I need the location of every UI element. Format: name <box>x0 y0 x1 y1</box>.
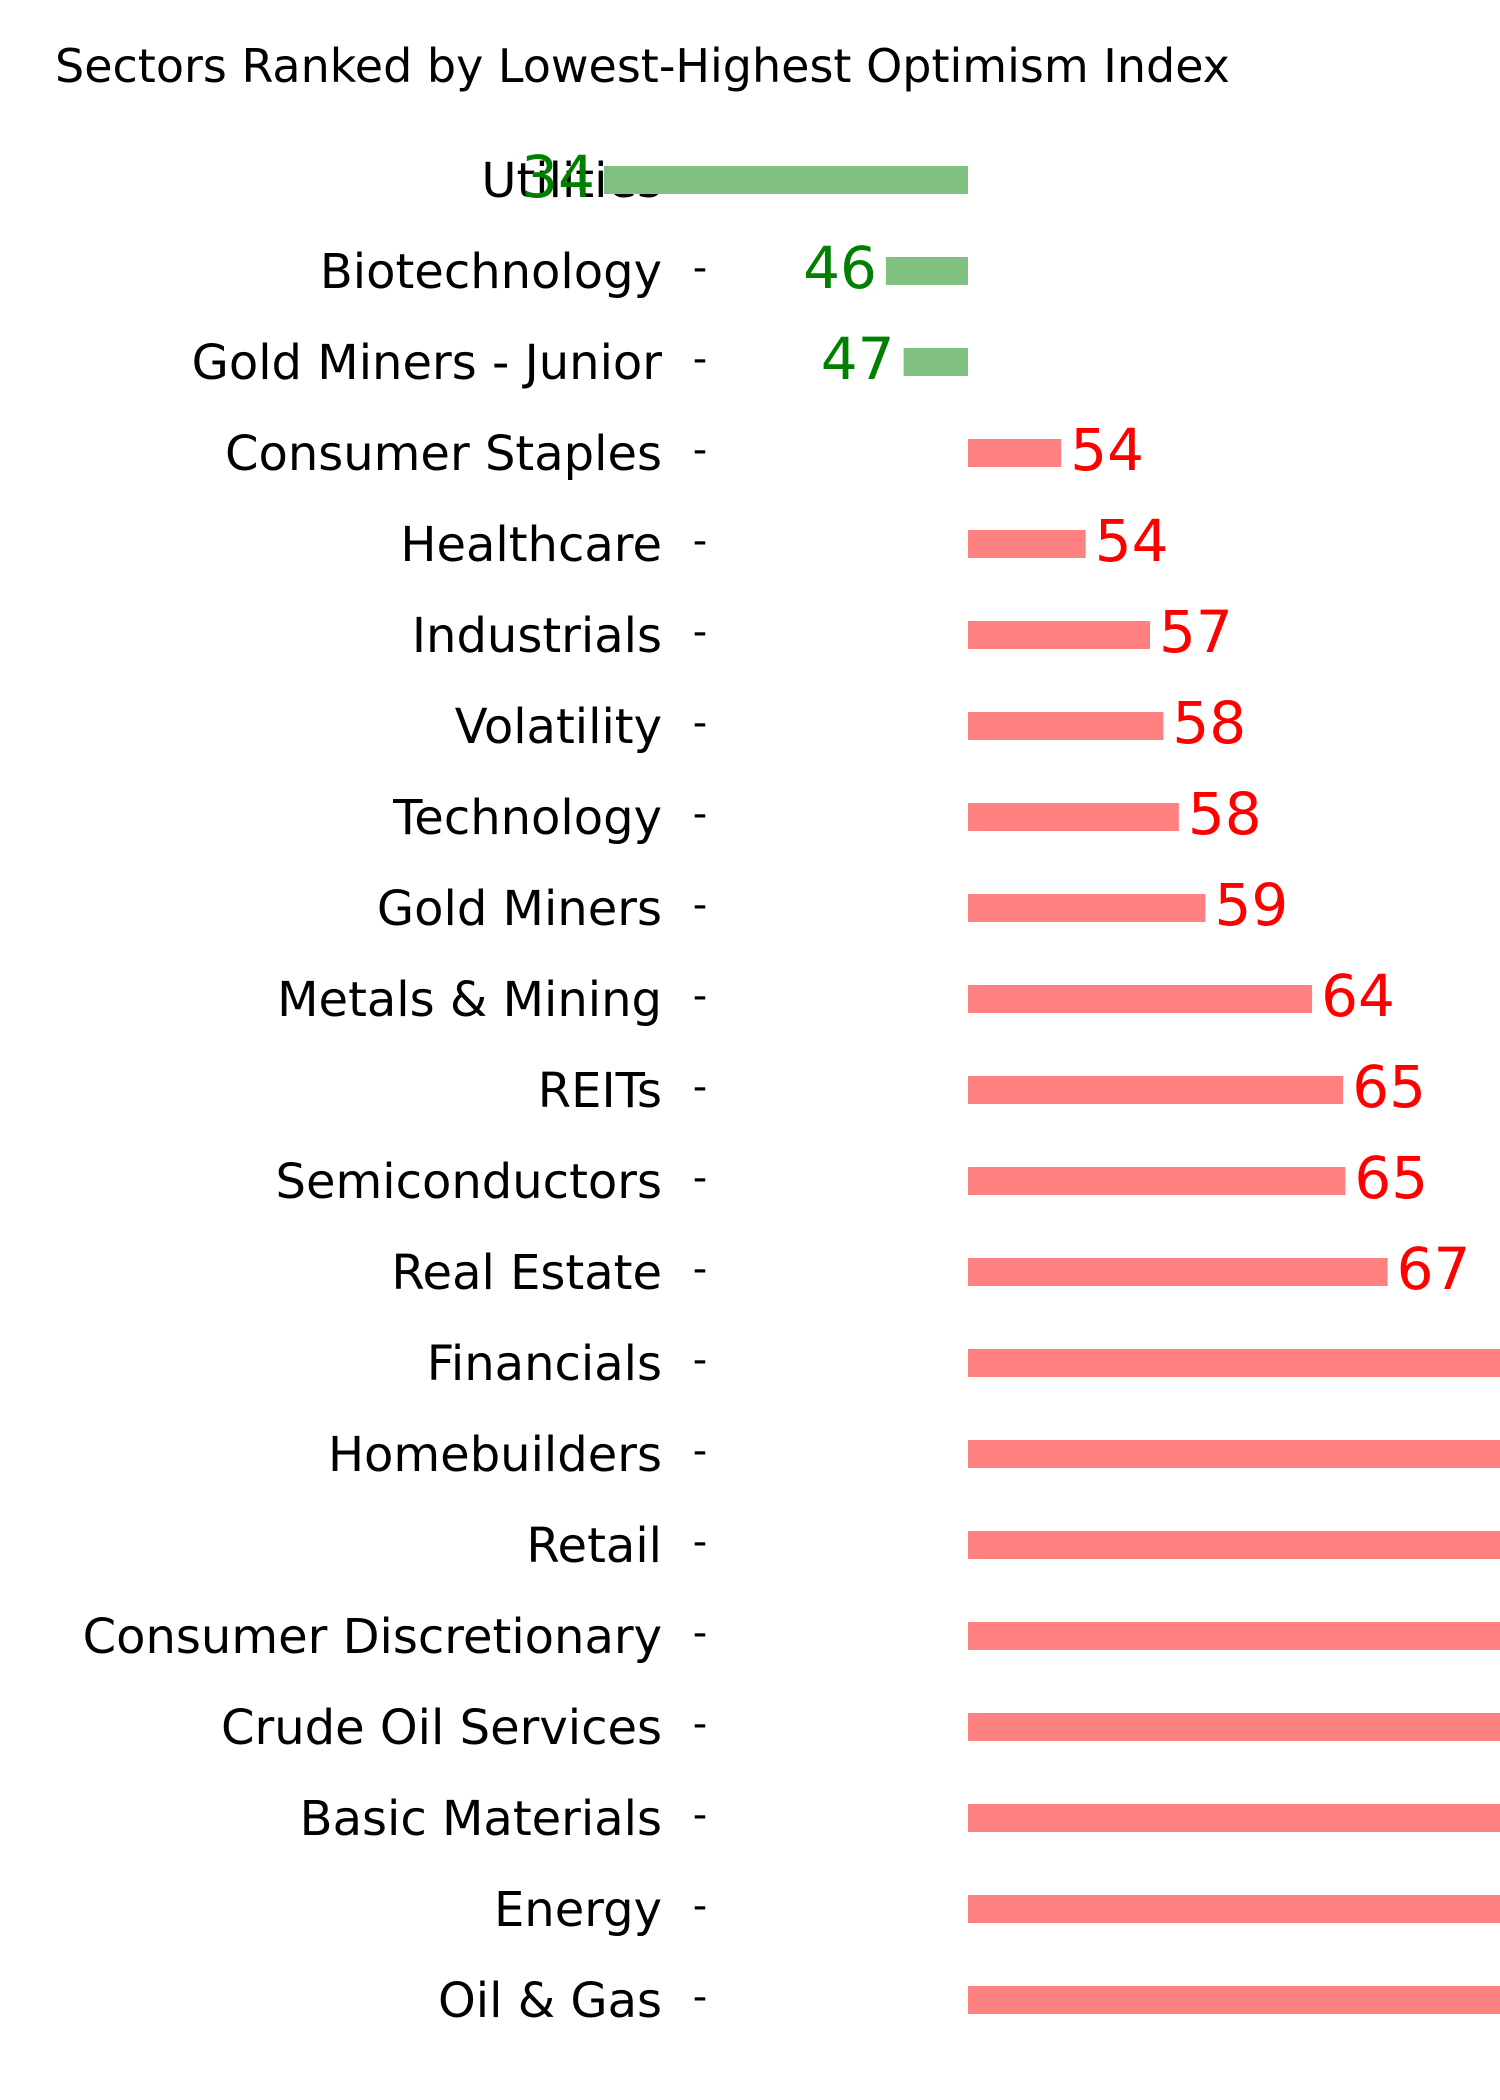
bar-row-oil-and-gas: Oil & Gas-96 <box>438 1973 1500 2029</box>
tick-mark: - <box>693 791 707 837</box>
tick-mark: - <box>693 1610 707 1656</box>
bar <box>968 1349 1500 1377</box>
tick-mark: - <box>693 1155 707 1201</box>
bar <box>968 803 1179 831</box>
tick-mark: - <box>693 1064 707 1110</box>
bar-row-biotechnology: Biotechnology - 46 <box>320 234 968 302</box>
value-label: 57 <box>1159 598 1233 666</box>
tick-mark: - <box>693 1701 707 1747</box>
value-label: 54 <box>1070 416 1144 484</box>
bar-row-utilities: Utilities-34 <box>481 143 968 211</box>
category-label: Basic Materials <box>300 1791 662 1847</box>
bar <box>968 1895 1500 1923</box>
bar <box>968 530 1086 558</box>
tick-mark: - <box>693 427 707 473</box>
value-label: 64 <box>1321 962 1395 1030</box>
value-label: 58 <box>1188 780 1262 848</box>
tick-mark: - <box>693 1974 707 2020</box>
category-label: Biotechnology <box>320 244 662 300</box>
value-label: 58 <box>1172 689 1246 757</box>
category-label: Real Estate <box>391 1245 662 1301</box>
category-label: Volatility <box>455 699 662 755</box>
tick-mark: - <box>693 973 707 1019</box>
tick-mark: - <box>693 245 707 291</box>
value-label: 65 <box>1354 1144 1428 1212</box>
tick-mark: - <box>693 1519 707 1565</box>
bar <box>968 1076 1344 1104</box>
bar <box>968 1622 1500 1650</box>
value-label: 67 <box>1397 1235 1471 1303</box>
tick-mark: - <box>693 700 707 746</box>
bar <box>968 1804 1500 1832</box>
value-label: 46 <box>803 234 877 302</box>
bar-row-consumer-staples: Consumer Staples - 54 <box>225 416 1144 484</box>
category-label: Retail <box>526 1518 662 1574</box>
tick-mark: - <box>693 1792 707 1838</box>
bar-row-basic-materials: Basic Materials-88 <box>300 1791 1500 1847</box>
bar-row-crude-oil-services: Crude Oil Services-84 <box>221 1700 1500 1756</box>
bar <box>968 712 1164 740</box>
tick-mark: - <box>693 518 707 564</box>
bar-row-semiconductors: Semiconductors - 65 <box>276 1144 1429 1212</box>
chart-title: Sectors Ranked by Lowest-Highest Optimis… <box>55 39 1230 93</box>
category-label: Industrials <box>412 608 662 664</box>
bar-row-industrials: Industrials - 57 <box>412 598 1233 666</box>
category-label: Gold Miners <box>377 881 662 937</box>
category-label: Energy <box>494 1882 662 1938</box>
category-label: Metals & Mining <box>277 972 662 1028</box>
tick-mark: - <box>693 336 707 382</box>
bar-row-healthcare: Healthcare - 54 <box>400 507 1168 575</box>
bar <box>968 1167 1346 1195</box>
tick-mark: - <box>693 1883 707 1929</box>
category-label: Oil & Gas <box>438 1973 662 2029</box>
tick-mark: - <box>693 1337 707 1383</box>
category-label: Homebuilders <box>328 1427 662 1483</box>
bar-row-homebuilders: Homebuilders-79 <box>328 1427 1500 1483</box>
tick-mark: - <box>693 609 707 655</box>
bar <box>968 621 1150 649</box>
bar <box>968 1986 1500 2014</box>
category-label: Consumer Discretionary <box>83 1609 662 1665</box>
value-label: 59 <box>1215 871 1289 939</box>
bar <box>968 1258 1388 1286</box>
category-label: Financials <box>427 1336 662 1392</box>
bar-row-technology: Technology - 58 <box>392 780 1262 848</box>
category-label: REITs <box>538 1063 662 1119</box>
tick-mark: - <box>693 882 707 928</box>
bar <box>968 1531 1500 1559</box>
tick-mark: - <box>693 1246 707 1292</box>
bar-row-gold-miners-junior: Gold Miners - Junior - 47 <box>192 325 968 393</box>
value-label: 34 <box>521 143 595 211</box>
bar <box>968 439 1062 467</box>
value-label: 47 <box>821 325 895 393</box>
category-label: Crude Oil Services <box>221 1700 662 1756</box>
bar-row-real-estate: Real Estate - 67 <box>391 1235 1470 1303</box>
category-label: Technology <box>392 790 662 846</box>
value-label: 54 <box>1095 507 1169 575</box>
bar <box>968 894 1206 922</box>
bar <box>903 348 968 376</box>
category-label: Healthcare <box>400 517 662 573</box>
bar <box>885 257 968 285</box>
bar <box>968 1713 1500 1741</box>
bar-row-consumer-discretionary: Consumer Discretionary-83 <box>83 1609 1500 1665</box>
bar-row-energy: Energy-89 <box>494 1882 1500 1938</box>
tick-mark: - <box>693 1428 707 1474</box>
bar <box>968 985 1313 1013</box>
category-label: Semiconductors <box>276 1154 662 1210</box>
bar <box>603 166 968 194</box>
bar-row-retail: Retail-83 <box>526 1518 1500 1574</box>
bar-row-reits: REITs - 65 <box>538 1053 1426 1121</box>
category-label: Gold Miners - Junior <box>192 335 663 391</box>
bar-row-gold-miners: Gold Miners - 59 <box>377 871 1288 939</box>
bar-row-financials: Financials-75 <box>427 1336 1500 1392</box>
bar-row-metals-and-mining: Metals & Mining - 64 <box>277 962 1395 1030</box>
category-label: Consumer Staples <box>225 426 662 482</box>
bar <box>968 1440 1500 1468</box>
value-label: 65 <box>1352 1053 1426 1121</box>
bar-row-volatility: Volatility - 58 <box>455 689 1246 757</box>
